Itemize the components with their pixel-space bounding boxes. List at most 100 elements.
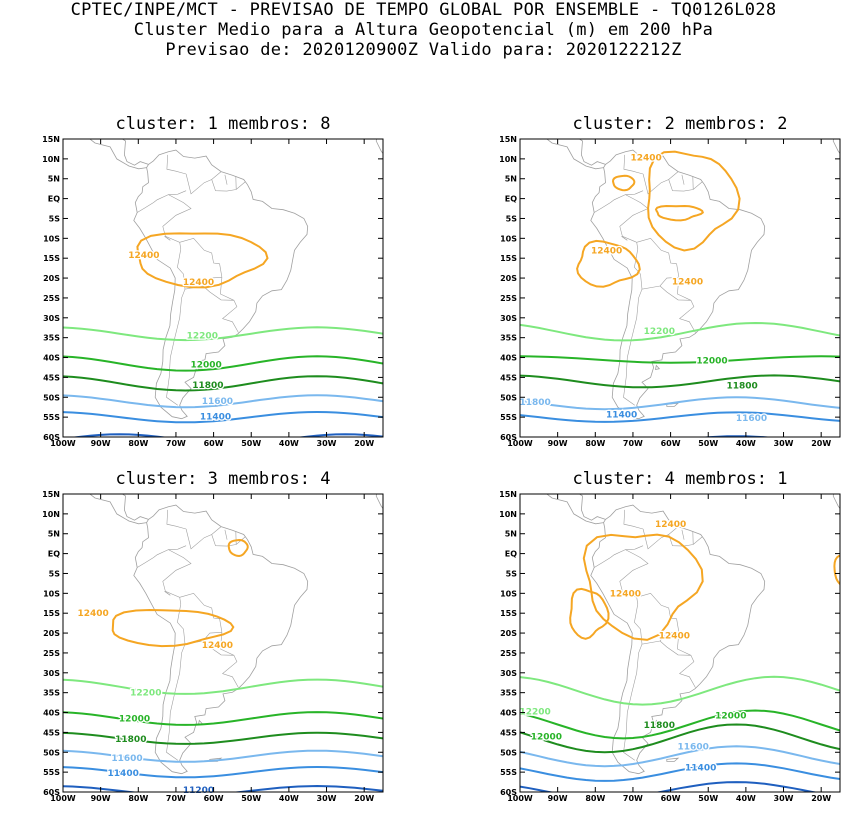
country-border <box>168 546 186 550</box>
coastline-central-america <box>529 110 605 165</box>
contour-label: 12000 <box>190 360 221 370</box>
contour-12400 <box>656 206 703 220</box>
contour-label: 12400 <box>672 278 703 288</box>
map-canvas: 1240012400122001200011800116001140011200… <box>63 470 463 815</box>
lat-tick-label: 20S <box>500 629 517 638</box>
contour-12200 <box>520 323 840 340</box>
lat-tick-label: 40S <box>43 354 60 363</box>
contour-12000 <box>63 356 383 370</box>
lat-tick-label: 45S <box>500 373 517 382</box>
country-border <box>225 175 227 185</box>
lon-tick-label: 60W <box>661 794 681 803</box>
country-border <box>167 289 186 405</box>
island-outline <box>616 120 636 128</box>
lon-tick-label: 50W <box>241 794 261 803</box>
lat-tick-label: 5N <box>48 175 60 184</box>
lat-tick-label: 40S <box>500 709 517 718</box>
contour-label: 11800 <box>115 735 146 745</box>
lat-tick-label: 30S <box>500 669 517 678</box>
contour-12000 <box>63 712 383 725</box>
contour-label: 12400 <box>128 251 159 261</box>
lat-tick-label: 10N <box>499 510 517 519</box>
lat-tick-label: 15N <box>42 490 60 499</box>
contour-label: 11400 <box>108 769 139 779</box>
lat-tick-label: 10N <box>499 155 517 164</box>
lat-tick-label: 50S <box>43 393 60 402</box>
contour-12400 <box>229 540 248 556</box>
country-border <box>180 238 222 277</box>
map-canvas: 1240012400124001220012000118001180011600… <box>520 115 847 460</box>
lat-tick-label: 5N <box>505 175 517 184</box>
island-outline <box>616 475 636 483</box>
map-plot-area <box>63 91 421 444</box>
contour-12400 <box>613 176 634 190</box>
country-border <box>212 180 246 192</box>
lon-tick-label: 40W <box>736 439 756 448</box>
lon-tick-label: 80W <box>585 439 605 448</box>
lat-tick-label: 25S <box>500 649 517 658</box>
contour-12000 <box>520 356 840 362</box>
lon-tick-label: 100W <box>50 439 76 448</box>
coastline-central-america <box>72 465 148 520</box>
map-canvas: 1240012400122001200011800116001140015N10… <box>63 115 463 460</box>
country-border <box>168 191 186 195</box>
lon-tick-label: 90W <box>91 794 111 803</box>
country-border <box>610 195 625 203</box>
contour-label: 11400 <box>685 763 716 773</box>
country-border <box>594 558 610 568</box>
lon-tick-label: 100W <box>507 439 533 448</box>
country-border <box>137 203 153 213</box>
country-border <box>682 530 684 540</box>
lat-tick-label: 20S <box>43 274 60 283</box>
coastline-africa <box>376 91 421 181</box>
lat-tick-label: 35S <box>43 334 60 343</box>
lat-tick-label: 10S <box>43 234 60 243</box>
lat-tick-label: 35S <box>500 334 517 343</box>
lat-tick-label: 5S <box>506 570 518 579</box>
lat-tick-label: 15S <box>500 254 517 263</box>
lon-tick-label: 40W <box>279 794 299 803</box>
lon-tick-label: 70W <box>623 794 643 803</box>
lon-tick-label: 60W <box>204 439 224 448</box>
lat-tick-label: 45S <box>500 728 517 737</box>
lon-tick-label: 70W <box>166 794 186 803</box>
contour-12200 <box>63 680 383 694</box>
contour-12400 <box>834 554 847 586</box>
island-outline <box>656 366 660 370</box>
lon-tick-label: 100W <box>50 794 76 803</box>
lon-tick-label: 90W <box>548 439 568 448</box>
lon-tick-label: 50W <box>698 439 718 448</box>
lon-tick-label: 50W <box>241 439 261 448</box>
lat-tick-label: 20S <box>43 629 60 638</box>
lat-tick-label: 50S <box>43 748 60 757</box>
header-line-2: Cluster Medio para a Altura Geopotencial… <box>0 20 847 40</box>
country-border <box>620 195 648 250</box>
country-border <box>637 238 679 277</box>
country-border <box>625 191 643 195</box>
lat-tick-label: 25S <box>43 649 60 658</box>
coastline-south-america <box>134 505 308 774</box>
country-border <box>624 510 643 529</box>
lat-tick-label: EQ <box>48 195 60 204</box>
lat-tick-label: 10N <box>42 155 60 164</box>
lon-tick-label: 70W <box>166 439 186 448</box>
lat-tick-label: 15N <box>499 135 517 144</box>
contour-label: 11800 <box>519 398 550 408</box>
coastline-central-america <box>529 465 605 520</box>
contour-label: 11600 <box>111 754 142 764</box>
country-border <box>163 195 191 250</box>
header-line-3: Previsao de: 2020120900Z Valido para: 20… <box>0 40 847 60</box>
country-border <box>137 558 153 568</box>
lon-tick-label: 20W <box>354 439 374 448</box>
header-line-1: CPTEC/INPE/MCT - PREVISAO DE TEMPO GLOBA… <box>0 0 847 20</box>
contour-label: 11400 <box>606 410 637 420</box>
contour-11400 <box>520 412 840 422</box>
contour-label: 11600 <box>736 414 767 424</box>
contour-label: 12200 <box>644 327 675 337</box>
lat-tick-label: 30S <box>500 314 517 323</box>
country-border <box>625 546 643 550</box>
country-border <box>682 175 684 185</box>
